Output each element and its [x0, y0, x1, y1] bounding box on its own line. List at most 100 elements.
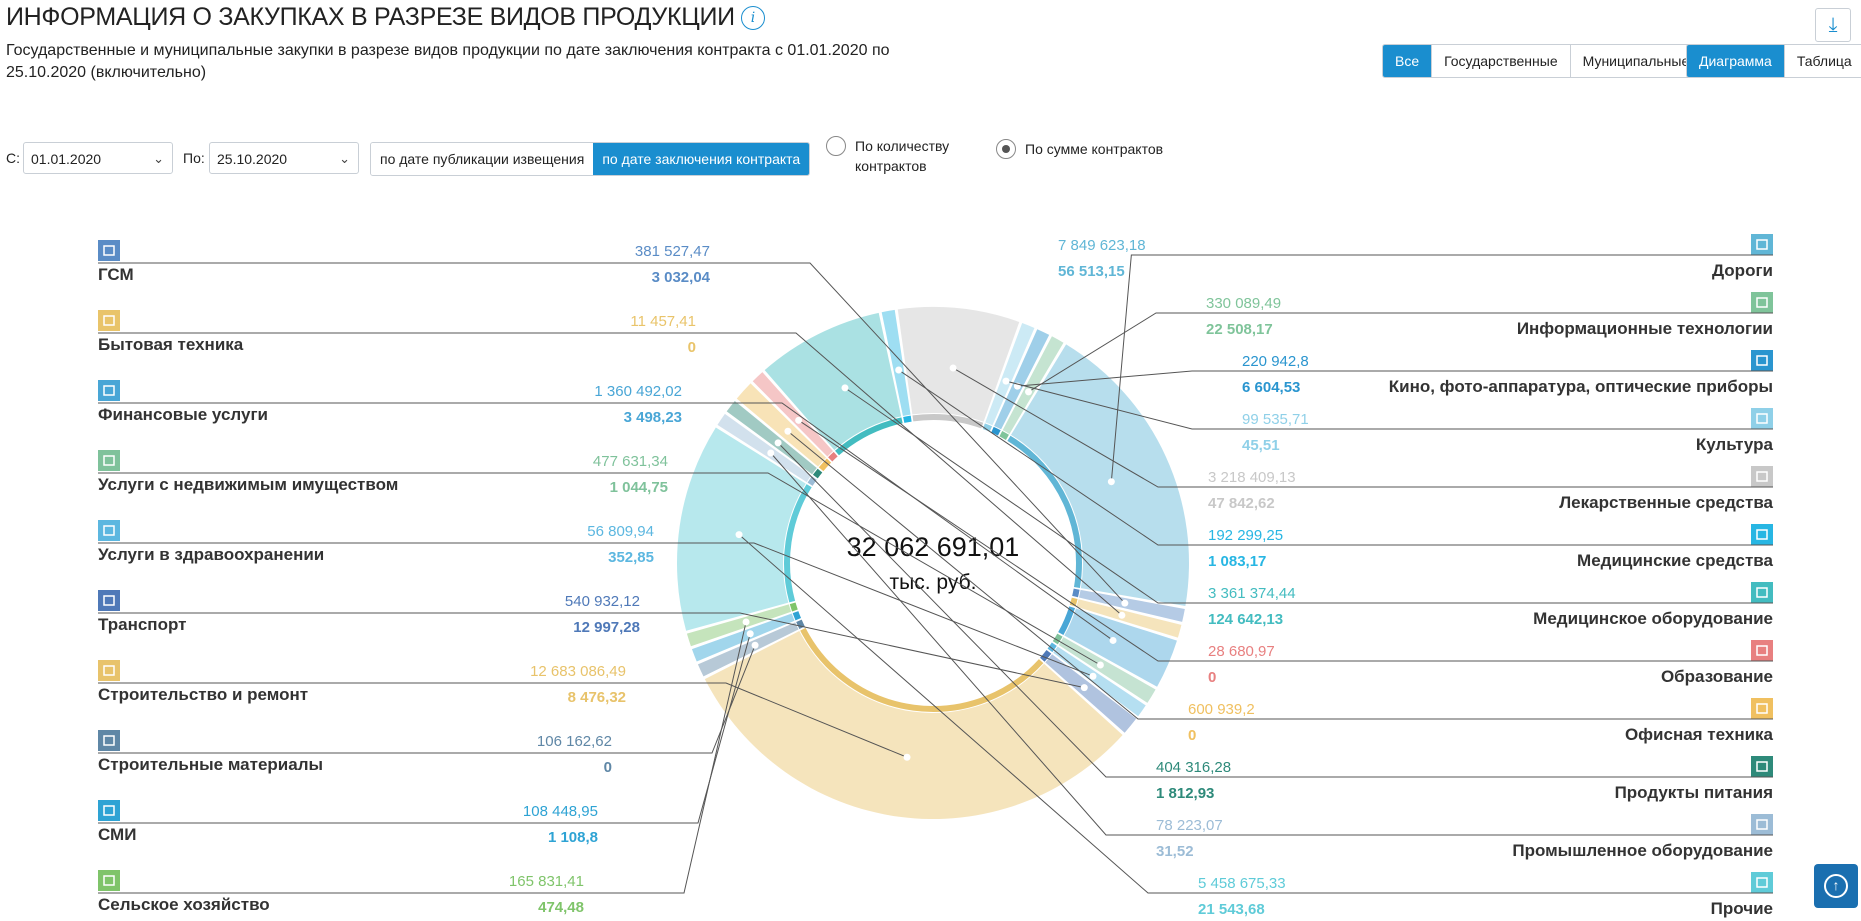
calculator-icon — [98, 380, 120, 401]
slice-inner-ring — [784, 484, 812, 603]
slice-inner-ring — [818, 458, 832, 472]
date-mode-contract-button[interactable]: по дате заключения контракта — [593, 143, 810, 175]
pie-slice[interactable] — [704, 631, 1123, 819]
scope-all-button[interactable]: Все — [1383, 45, 1432, 77]
from-date-value: 01.01.2020 — [31, 151, 102, 167]
data-label-value: 381 527,47 — [635, 243, 710, 260]
data-label-value: 11 457,41 — [630, 313, 696, 330]
radio-count-line2: контрактов — [855, 158, 927, 174]
legend-item[interactable]: Услуги с недвижимым имуществом 477 631,34… — [98, 450, 1104, 669]
date-mode-publication-button[interactable]: по дате публикации извещения — [371, 143, 594, 175]
slice-inner-ring — [999, 431, 1009, 440]
pie-slice[interactable] — [677, 427, 806, 631]
pie-slice[interactable] — [897, 307, 1020, 422]
data-label-secondary: 12 997,28 — [573, 619, 640, 636]
slice-inner-ring — [903, 415, 912, 423]
pie-slice[interactable] — [697, 622, 799, 677]
scope-municipal-button[interactable]: Муниципальные — [1569, 45, 1702, 77]
scroll-to-top-button[interactable]: ↑ — [1814, 864, 1858, 908]
view-toggle: Диаграмма Таблица — [1686, 44, 1861, 78]
legend-item[interactable]: Дороги 7 849 623,18 56 513,15 — [1058, 234, 1773, 486]
slice-anchor-dot — [1121, 599, 1129, 607]
pie-slice[interactable] — [691, 613, 795, 662]
legend-item[interactable]: Строительство и ремонт 12 683 086,49 8 476… — [98, 660, 911, 761]
pie-slice[interactable] — [1064, 608, 1177, 687]
data-label-value: 56 809,94 — [587, 523, 654, 540]
slice-anchor-dot — [1118, 611, 1126, 619]
pie-slice[interactable] — [1076, 599, 1182, 638]
legend-label: Офисная техника — [1625, 725, 1774, 744]
legend-item[interactable]: Образование 28 680,97 0 — [795, 416, 1773, 686]
download-icon[interactable]: ⤓ — [1815, 8, 1851, 42]
pie-slice[interactable] — [994, 329, 1050, 430]
legend-label: Сельское хозяйство — [98, 895, 270, 914]
legend-item[interactable]: Культура 99 535,71 45,51 — [1002, 377, 1774, 454]
pie-slice[interactable] — [686, 604, 792, 647]
legend-item[interactable]: Лекарственные средства 3 218 409,13 47 842… — [949, 364, 1774, 512]
slice-anchor-dot — [903, 753, 911, 761]
legend-item[interactable]: Бытовая техника 11 457,41 0 — [98, 310, 1126, 619]
leader-line — [98, 612, 1085, 689]
education-icon — [1751, 640, 1773, 661]
legend-item[interactable]: Информационные технологии 330 089,49 22 50… — [1025, 292, 1773, 396]
legend-item[interactable]: Услуги в здравоохранении 56 809,94 352,85 — [98, 520, 1097, 680]
pie-slice[interactable] — [736, 383, 827, 467]
legend-item[interactable]: Кино, фото-аппаратура, оптические прибор… — [1013, 350, 1773, 396]
pie-slice[interactable] — [717, 413, 812, 483]
pie-slice[interactable] — [1078, 589, 1185, 622]
document-icon — [1751, 872, 1773, 893]
slice-anchor-dot — [1025, 388, 1033, 396]
data-label-secondary: 3 032,04 — [652, 269, 711, 286]
pie-slice[interactable] — [1058, 637, 1156, 703]
legend-item[interactable]: ГСМ 381 527,47 3 032,04 — [98, 240, 1129, 607]
road-icon — [1751, 234, 1773, 255]
legend-item[interactable]: Сельское хозяйство 165 831,41 474,48 — [98, 618, 750, 916]
radio-circle-selected[interactable] — [996, 139, 1016, 159]
pie-slice[interactable] — [985, 323, 1035, 426]
legend-item[interactable]: Офисная техника 600 939,2 0 — [784, 427, 1774, 744]
pie-slice[interactable] — [1053, 646, 1146, 717]
data-label-secondary: 0 — [604, 759, 612, 776]
pie-slice[interactable] — [752, 372, 834, 457]
data-label-value: 3 361 374,44 — [1208, 585, 1296, 602]
legend-item[interactable]: Строительные материалы 106 162,62 0 — [98, 641, 759, 776]
legend-item[interactable]: Прочие 5 458 675,33 21 543,68 — [735, 531, 1773, 918]
radio-count-line1: По количеству — [855, 138, 950, 154]
pie-slice[interactable] — [881, 309, 911, 417]
data-label-value: 404 316,28 — [1156, 759, 1231, 776]
legend-item[interactable]: Финансовые услуги 1 360 492,02 3 498,23 — [98, 380, 1117, 644]
radio-by-count-label: По количеству контрактов — [855, 136, 949, 176]
legend-label: Строительство и ремонт — [98, 685, 308, 704]
legend-item[interactable]: Медицинские средства 192 299,25 1 083,17 — [895, 366, 1774, 570]
machine-icon — [1751, 814, 1773, 835]
icon-glyph — [1756, 297, 1768, 308]
pie-slice[interactable] — [1010, 344, 1189, 606]
slice-anchor-dot — [1096, 661, 1104, 669]
icon-glyph — [1756, 355, 1768, 366]
pie-slice[interactable] — [1045, 654, 1137, 733]
radio-circle[interactable] — [826, 136, 846, 156]
mouse-icon — [1751, 292, 1773, 313]
from-date-select[interactable]: 01.01.2020 ⌄ — [23, 142, 173, 174]
slice-inner-ring — [982, 423, 993, 432]
data-label-secondary: 0 — [688, 339, 696, 356]
pie-slice[interactable] — [764, 312, 902, 450]
slice-anchor-dot — [949, 364, 957, 372]
legend-item[interactable]: СМИ 108 448,95 1 108,8 — [98, 630, 754, 846]
pie-slice[interactable] — [726, 400, 817, 475]
view-chart-button[interactable]: Диаграмма — [1687, 45, 1784, 77]
legend-item[interactable]: Транспорт 540 932,12 12 997,28 — [98, 590, 1088, 692]
info-icon[interactable]: i — [740, 6, 765, 31]
legend-item[interactable]: Продукты питания 404 316,28 1 812,93 — [774, 439, 1773, 802]
data-label-secondary: 31,52 — [1156, 843, 1194, 860]
data-label-secondary: 1 083,17 — [1208, 553, 1266, 570]
to-date-select[interactable]: 25.10.2020 ⌄ — [209, 142, 359, 174]
legend-label: Медицинские средства — [1577, 551, 1773, 570]
data-label-value: 7 849 623,18 — [1058, 237, 1146, 254]
legend-item[interactable]: Промышленное оборудование 78 223,07 31,52 — [767, 449, 1773, 860]
legend-item[interactable]: Медицинское оборудование 3 361 374,44 124 … — [841, 384, 1773, 628]
view-table-button[interactable]: Таблица — [1783, 45, 1861, 77]
scope-state-button[interactable]: Государственные — [1431, 45, 1570, 77]
leader-line — [98, 682, 908, 758]
data-label-value: 3 218 409,13 — [1208, 469, 1296, 486]
